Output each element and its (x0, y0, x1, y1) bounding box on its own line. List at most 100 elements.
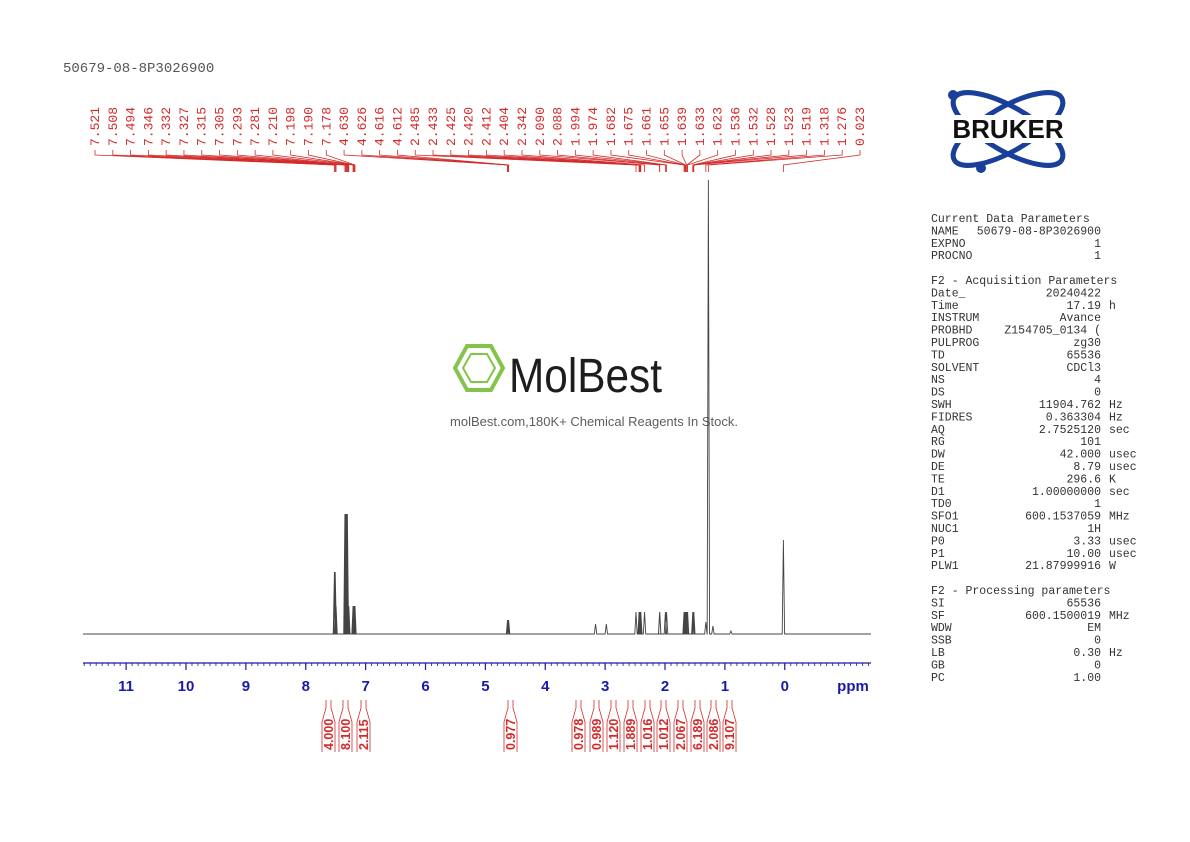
peak-label: 1.633 (693, 107, 708, 146)
sample-title: 50679-08-8P3026900 (63, 61, 214, 77)
peak-connector (686, 150, 701, 172)
param-key: D1 (931, 486, 945, 499)
x-tick-label: 2 (661, 678, 669, 695)
peak-connector (147, 150, 346, 172)
peak-label: 2.412 (479, 107, 494, 146)
param-key: DS (931, 387, 945, 400)
peak-label: 4.616 (373, 107, 388, 146)
param-key: Time (931, 300, 959, 313)
logo-dot (948, 90, 958, 100)
integral-label: 0.977 (504, 719, 518, 750)
peak-connector (236, 150, 349, 172)
peak-label: 1.675 (622, 107, 637, 146)
peak-label: 4.630 (337, 107, 352, 146)
integral-bracket (715, 700, 721, 752)
peak-connector (592, 150, 667, 172)
param-value: 0 (1094, 659, 1101, 672)
peak-label: 7.305 (213, 107, 228, 146)
param-unit: sec (1109, 424, 1130, 437)
integral-bracket (690, 700, 696, 752)
peak-label: 2.404 (497, 107, 512, 146)
peak-label: 7.508 (106, 107, 121, 146)
integral-label: 2.115 (357, 719, 371, 750)
param-value: 65536 (1066, 597, 1101, 610)
x-tick-label: 11 (118, 678, 134, 695)
integral-label: 2.086 (707, 719, 721, 750)
integral-label: 1.120 (607, 719, 621, 750)
param-value: Z154705_0134 ( (1004, 325, 1101, 338)
integral-bracket (512, 700, 518, 752)
param-value: 1.00 (1073, 672, 1101, 685)
peak-connector (557, 150, 661, 172)
peak-connector (503, 150, 642, 172)
x-tick-label: 0 (781, 678, 789, 695)
peak-label: 1.639 (675, 107, 690, 146)
integral-bracket (706, 700, 712, 752)
integral-bracket (632, 700, 638, 752)
param-key: PROBHD (931, 325, 973, 338)
peak-label: 2.342 (515, 107, 530, 146)
param-key: INSTRUM (931, 312, 979, 325)
x-tick-label: 1 (721, 678, 729, 695)
watermark-name: MolBest (509, 350, 662, 403)
integral-label: 0.989 (590, 719, 604, 750)
section-title: F2 - Acquisition Parameters (931, 275, 1117, 288)
peak-label: 1.519 (800, 107, 815, 146)
param-value: 1.00000000 (1032, 486, 1101, 499)
peak-connector (308, 150, 355, 172)
peak-connector (707, 150, 843, 172)
param-key: TE (931, 473, 945, 486)
x-tick-label: 9 (242, 678, 250, 695)
x-tick-label: 8 (302, 678, 310, 695)
param-value: 1H (1087, 523, 1101, 536)
integral-bracket (321, 700, 327, 752)
section-title: Current Data Parameters (931, 213, 1090, 226)
integral-bracket (615, 700, 621, 752)
watermark: MolBest molBest.com,180K+ Chemical Reage… (450, 344, 738, 429)
param-key: P0 (931, 535, 945, 548)
param-key: SI (931, 597, 945, 610)
peak-connector (397, 150, 510, 172)
section-title: F2 - Processing parameters (931, 585, 1110, 598)
param-value: 4 (1094, 374, 1101, 387)
param-value: 0 (1094, 635, 1101, 648)
param-value: 10.00 (1066, 548, 1101, 561)
peak-connector (201, 150, 348, 172)
integral-label: 0.978 (572, 719, 586, 750)
peak-label: 2.425 (444, 107, 459, 146)
param-value: 1 (1094, 250, 1101, 263)
param-unit: h (1109, 300, 1116, 313)
param-value: CDCl3 (1066, 362, 1101, 375)
param-key: DW (931, 449, 945, 462)
integral-bracket (589, 700, 595, 752)
peak-label: 2.088 (551, 107, 566, 146)
integral-bracket (656, 700, 662, 752)
peak-label: 2.090 (533, 107, 548, 146)
param-value: 296.6 (1066, 473, 1101, 486)
peak-label: 7.178 (319, 107, 334, 146)
integral-bracket (682, 700, 688, 752)
peak-label: 1.661 (640, 107, 655, 146)
x-tick-label: 7 (361, 678, 369, 695)
param-key: SFO1 (931, 511, 959, 524)
peak-connector (610, 150, 685, 172)
param-key: PC (931, 672, 945, 685)
param-unit: usec (1109, 535, 1137, 548)
param-value: 600.1500019 (1025, 610, 1101, 623)
integral-bracket (598, 700, 604, 752)
peak-label: 1.974 (586, 107, 601, 146)
param-value: 11904.762 (1039, 399, 1101, 412)
param-key: TD0 (931, 498, 952, 511)
integral-label: 4.000 (322, 719, 336, 750)
integral-label: 9.107 (723, 719, 737, 750)
param-value: 1 (1094, 238, 1101, 251)
peak-label: 7.190 (301, 107, 316, 146)
peak-connector (628, 150, 685, 172)
param-value: 20240422 (1046, 287, 1101, 300)
peak-connector (432, 150, 640, 172)
watermark-hexagon (452, 344, 506, 392)
peak-label: 4.626 (355, 107, 370, 146)
logo-orbit (950, 90, 1066, 168)
